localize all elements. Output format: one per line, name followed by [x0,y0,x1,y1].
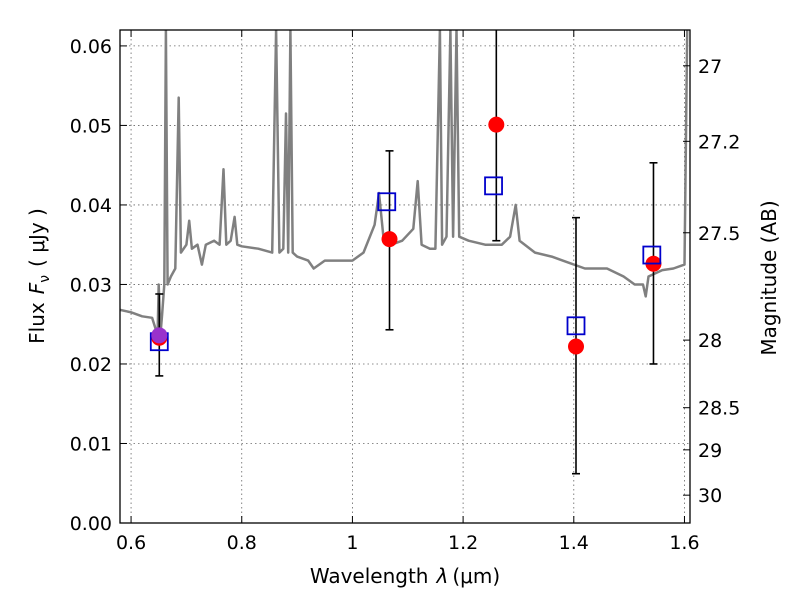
y-tick-label: 0.00 [70,513,112,535]
model-flux-square [377,192,397,212]
x-tick-label: 1 [346,532,358,554]
y2-tick-label: 30 [698,485,722,507]
y-tick-label: 0.02 [70,354,112,376]
y-axis-ticks: 0.00 0.01 0.02 0.03 0.04 0.05 0.06 [70,36,127,535]
y2-axis-title: Magnitude (AB) [757,200,781,355]
y2-tick-label: 28.5 [698,398,740,420]
spectrum-line [120,30,689,337]
y-tick-label: 0.01 [70,433,112,455]
highlighted-point [151,327,168,344]
x-axis-ticks: 0.6 0.8 1 1.2 1.4 1.6 [116,30,700,554]
axes-frame [119,29,691,524]
y-axis-title: FluxFν( μJy ) [25,208,53,344]
model-flux-square [566,316,586,336]
y-tick-label: 0.04 [70,195,112,217]
x-tick-label: 1.2 [448,532,478,554]
y-tick-label: 0.03 [70,274,112,296]
y-tick-label: 0.06 [70,36,112,58]
plot-frame [119,29,691,524]
x-tick-label: 0.8 [227,532,257,554]
model-squares [149,176,662,352]
y2-tick-label: 27 [698,56,722,78]
observed-flux-point [381,231,398,248]
model-flux-square [484,176,503,196]
y-tick-label: 0.05 [70,115,112,137]
errorbars [155,30,658,475]
model-flux-square [642,245,662,265]
y2-tick-label: 29 [698,440,722,462]
y2-tick-label: 28 [698,330,722,352]
observed-flux-point [568,338,584,355]
x-axis-title: Wavelength λ (μm) [310,564,500,588]
y2-axis-ticks: 27 27.2 27.5 28 28.5 29 30 [683,56,740,507]
x-tick-label: 1.6 [669,532,699,554]
grid-lines [120,30,690,524]
y2-tick-label: 27.2 [698,131,740,153]
spectrum-series [120,30,689,337]
observed-flux-point [488,116,505,133]
x-tick-label: 1.4 [559,532,589,554]
y2-tick-label: 27.5 [698,223,740,245]
x-tick-label: 0.6 [116,532,146,554]
